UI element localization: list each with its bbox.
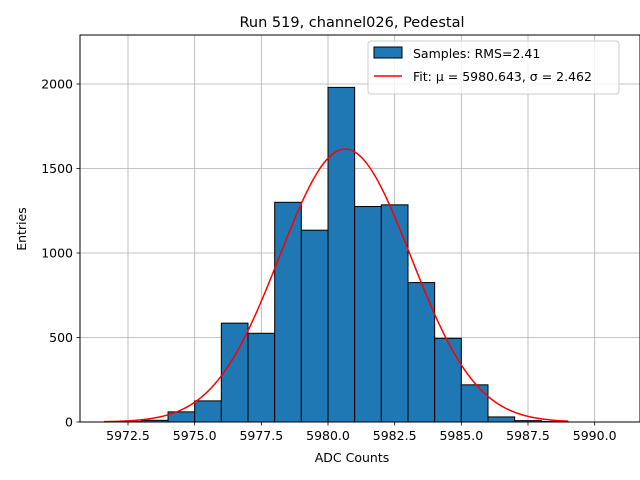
histogram-bar — [194, 400, 222, 423]
histogram-bar — [327, 86, 356, 423]
chart-title: Run 519, channel026, Pedestal — [239, 15, 464, 31]
x-tick-label: 5982.5 — [373, 428, 417, 443]
legend-histogram-label: Samples: RMS=2.41 — [413, 46, 540, 61]
legend-fit-label: Fit: μ = 5980.643, σ = 2.462 — [413, 69, 592, 84]
y-tick-label: 1000 — [41, 246, 73, 261]
x-axis-ticks: 5972.5 5975.0 5977.5 5980.0 5982.5 5985.0 5987… — [106, 422, 617, 443]
y-axis-ticks: 0 500 1000 1500 2000 — [41, 77, 80, 430]
legend: Samples: RMS=2.41 Fit: μ = 5980.643, σ =… — [367, 40, 620, 95]
histogram-bar — [247, 332, 276, 423]
histogram-bars — [114, 86, 569, 423]
histogram-bar — [354, 206, 382, 423]
fit-curve — [103, 148, 569, 423]
plot-frame — [79, 34, 640, 423]
x-tick-label: 5980.0 — [306, 428, 350, 443]
x-tick-label: 5977.5 — [239, 428, 283, 443]
x-tick-label: 5975.0 — [173, 428, 217, 443]
y-tick-label: 1500 — [41, 161, 73, 176]
y-tick-label: 500 — [49, 330, 73, 345]
x-tick-label: 5987.5 — [506, 428, 550, 443]
y-tick-label: 2000 — [41, 77, 73, 92]
histogram-bar — [380, 204, 409, 423]
y-axis-label: Entries — [14, 207, 29, 251]
histogram-bar — [300, 229, 329, 423]
fit-curve-layer — [103, 148, 569, 423]
histogram-bar — [487, 416, 516, 423]
legend-box — [367, 40, 620, 95]
x-axis-label: ADC Counts — [315, 450, 390, 465]
x-tick-label: 5990.0 — [573, 428, 617, 443]
histogram-bar — [274, 201, 302, 423]
x-tick-label: 5985.0 — [439, 428, 483, 443]
histogram-bar — [434, 337, 462, 423]
histogram-bar — [460, 384, 489, 423]
legend-histogram-swatch — [373, 46, 403, 59]
y-tick-label: 0 — [65, 415, 73, 430]
x-tick-label: 5972.5 — [106, 428, 150, 443]
